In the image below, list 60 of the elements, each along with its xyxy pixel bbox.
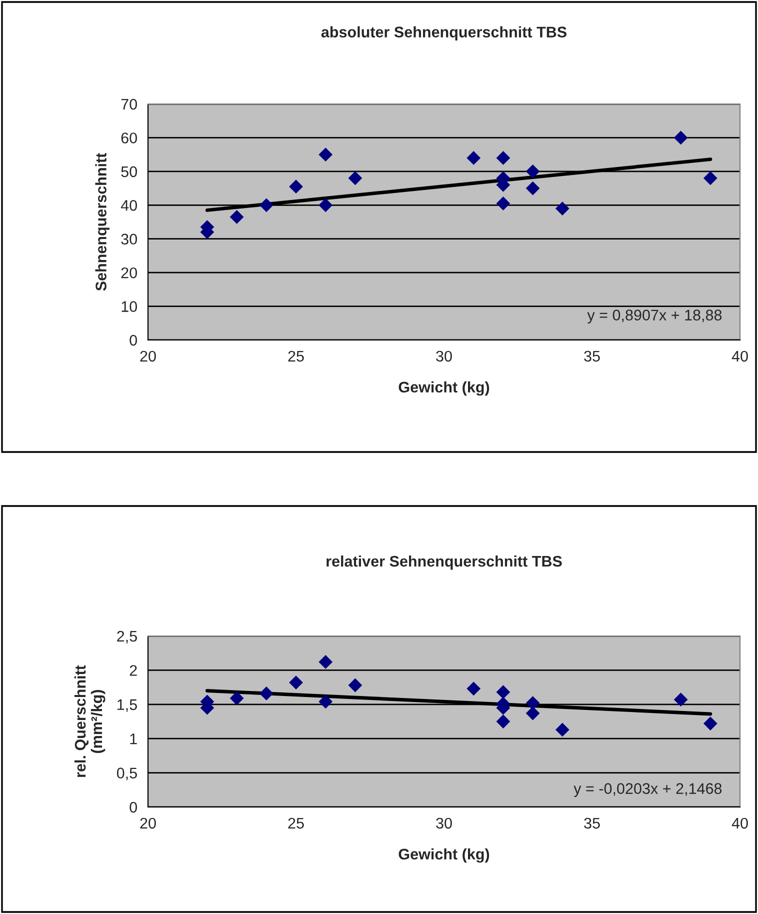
point (674, 692, 688, 707)
annotation: y = 0,8907x + 18,88 (587, 310, 722, 324)
point (496, 714, 510, 728)
x-tick-label: 25 (288, 350, 304, 362)
x-tick-label: 30 (436, 350, 452, 362)
y-tick-label: 2 (130, 665, 137, 676)
point (289, 180, 303, 194)
y-tick-label: 2,5 (117, 630, 137, 644)
point (318, 148, 333, 162)
point (259, 686, 274, 700)
point (703, 171, 718, 186)
point (526, 706, 540, 720)
x-tick-label: 20 (140, 818, 156, 829)
x-tick-label: 40 (732, 818, 748, 829)
point (348, 678, 362, 692)
point (318, 198, 333, 212)
y-tick-label: 1,5 (118, 699, 137, 712)
y-tick-label: 0 (130, 334, 137, 346)
x-tick-label: 20 (140, 350, 156, 362)
y-tick-label: 30 (121, 234, 137, 245)
point (318, 694, 333, 709)
y-tick-label: 1 (130, 734, 137, 744)
x-tick-label: 25 (288, 818, 304, 829)
point (526, 181, 540, 196)
y-tick-label: 20 (121, 267, 137, 278)
x-axis-title: Gewicht (kg) (398, 848, 490, 863)
point (496, 196, 510, 210)
annotation: y = -0,0203x + 2,1468 (574, 783, 722, 798)
x-tick-label: 35 (584, 818, 600, 829)
point (674, 130, 688, 145)
x-axis-title: Gewicht (kg) (398, 381, 490, 396)
point (555, 722, 570, 737)
point (348, 171, 362, 186)
y-tick-label: 10 (122, 301, 137, 312)
point (230, 691, 244, 706)
point (466, 151, 481, 165)
y-tick-label: 0 (130, 802, 137, 813)
point (259, 198, 274, 212)
y-tick-label: 0,5 (116, 768, 137, 780)
point (526, 696, 540, 710)
point (703, 716, 718, 730)
point (496, 151, 510, 165)
y-axis-title: Sehnenquerschnitt (95, 153, 110, 291)
y-tick-label: 50 (121, 166, 137, 178)
y-axis-title: rel. Querschnitt (mm²/kg) (74, 665, 106, 777)
point (318, 655, 333, 669)
y-tick-label: 40 (120, 200, 137, 211)
chart-title: absoluter Sehnenquerschnitt TBS (321, 26, 566, 41)
point (526, 164, 540, 178)
point (466, 682, 481, 696)
y-tick-label: 60 (121, 132, 137, 144)
point (289, 676, 303, 690)
x-tick-label: 35 (584, 350, 600, 362)
point (496, 685, 510, 700)
y-tick-label: 70 (121, 98, 137, 110)
point (230, 210, 244, 224)
point (555, 202, 570, 216)
x-tick-label: 30 (436, 818, 452, 829)
x-tick-label: 40 (732, 350, 748, 362)
chart-title: relativer Sehnenquerschnitt TBS (326, 555, 562, 570)
